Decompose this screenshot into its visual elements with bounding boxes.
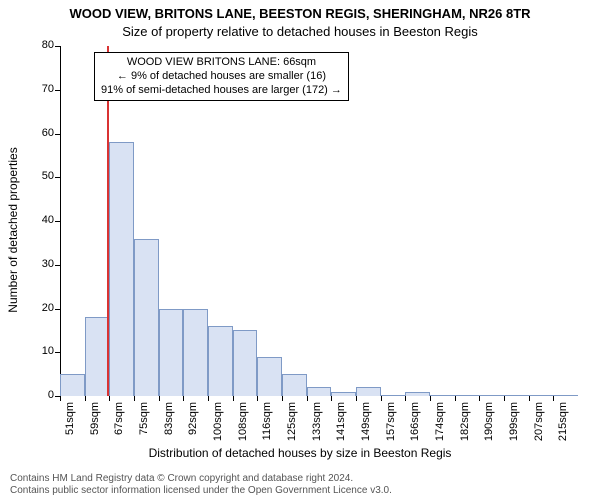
x-tick-mark [159,396,160,401]
histogram-bar [479,395,504,396]
footer-line-2: Contains public sector information licen… [10,485,392,497]
histogram-bar [307,387,332,396]
chart-title-sub: Size of property relative to detached ho… [0,24,600,39]
x-tick-label: 182sqm [459,402,471,446]
x-tick-mark [381,396,382,401]
histogram-bar [504,395,529,396]
x-tick-label: 149sqm [360,402,372,446]
y-tick-mark [55,309,60,310]
x-tick-label: 83sqm [163,402,175,446]
chart-title-main: WOOD VIEW, BRITONS LANE, BEESTON REGIS, … [0,6,600,21]
x-tick-label: 116sqm [261,402,273,446]
histogram-bar [208,326,233,396]
x-tick-label: 75sqm [138,402,150,446]
histogram-bar [233,330,258,396]
x-tick-mark [85,396,86,401]
x-tick-mark [183,396,184,401]
x-tick-mark [307,396,308,401]
x-tick-label: 125sqm [286,402,298,446]
x-tick-label: 51sqm [64,402,76,446]
y-tick-label: 60 [26,127,54,139]
x-tick-label: 108sqm [237,402,249,446]
histogram-bar [381,395,406,396]
x-tick-mark [134,396,135,401]
y-tick-mark [55,90,60,91]
x-tick-label: 199sqm [508,402,520,446]
histogram-bar [159,309,184,397]
y-tick-mark [55,352,60,353]
histogram-bar [455,395,480,396]
x-tick-mark [479,396,480,401]
y-tick-mark [55,265,60,266]
y-tick-label: 40 [26,214,54,226]
histogram-bar [405,392,430,396]
histogram-bar [257,357,282,396]
x-tick-mark [430,396,431,401]
x-tick-label: 133sqm [311,402,323,446]
y-axis-line [60,46,61,396]
histogram-bar [529,395,554,396]
x-tick-mark [282,396,283,401]
x-tick-mark [553,396,554,401]
x-tick-label: 141sqm [335,402,347,446]
x-tick-label: 157sqm [385,402,397,446]
histogram-bar [183,309,208,397]
histogram-bar [553,395,578,396]
footer-attribution: Contains HM Land Registry data © Crown c… [10,473,392,497]
histogram-bar [109,142,134,396]
y-axis-label: Number of detached properties [6,65,20,230]
x-tick-label: 100sqm [212,402,224,446]
histogram-bar [430,395,455,396]
histogram-bar [331,392,356,396]
annotation-line-2: ← 9% of detached houses are smaller (16) [101,70,342,84]
y-tick-label: 30 [26,258,54,270]
y-tick-label: 10 [26,345,54,357]
x-tick-mark [208,396,209,401]
y-tick-mark [55,177,60,178]
x-tick-mark [529,396,530,401]
x-axis-label: Distribution of detached houses by size … [0,446,600,460]
histogram-bar [134,239,159,397]
plot-area: 01020304050607080 WOOD VIEW BRITONS LANE… [60,46,578,396]
y-tick-label: 20 [26,302,54,314]
x-tick-mark [504,396,505,401]
x-tick-mark [331,396,332,401]
x-tick-label: 190sqm [483,402,495,446]
x-tick-label: 59sqm [89,402,101,446]
x-tick-mark [109,396,110,401]
x-tick-mark [405,396,406,401]
histogram-bar [85,317,110,396]
x-tick-label: 92sqm [187,402,199,446]
x-tick-mark [60,396,61,401]
histogram-bar [60,374,85,396]
x-tick-label: 174sqm [434,402,446,446]
histogram-bar [356,387,381,396]
x-tick-mark [233,396,234,401]
footer-line-1: Contains HM Land Registry data © Crown c… [10,473,392,485]
annotation-box: WOOD VIEW BRITONS LANE: 66sqm ← 9% of de… [94,52,349,101]
annotation-line-1: WOOD VIEW BRITONS LANE: 66sqm [101,56,342,70]
x-tick-mark [455,396,456,401]
x-tick-label: 215sqm [557,402,569,446]
x-tick-mark [356,396,357,401]
x-tick-label: 207sqm [533,402,545,446]
y-tick-label: 80 [26,39,54,51]
x-tick-mark [257,396,258,401]
y-tick-label: 70 [26,83,54,95]
y-tick-mark [55,221,60,222]
histogram-bar [282,374,307,396]
y-tick-mark [55,46,60,47]
x-tick-label: 67sqm [113,402,125,446]
y-tick-label: 0 [26,389,54,401]
x-tick-label: 166sqm [409,402,421,446]
y-tick-mark [55,134,60,135]
y-tick-label: 50 [26,170,54,182]
annotation-line-3: 91% of semi-detached houses are larger (… [101,84,342,98]
